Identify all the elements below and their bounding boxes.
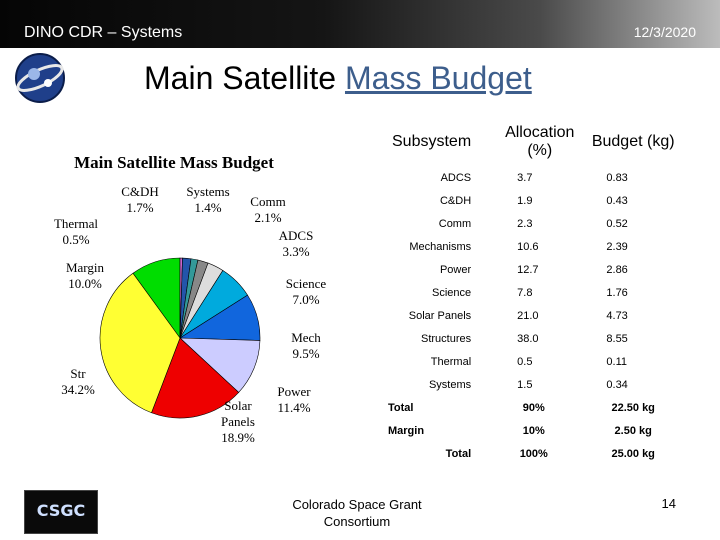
slice-label-mech-0: Mech: [291, 330, 321, 345]
pie-slice-str: [99, 272, 181, 414]
title-main: Main Satellite: [144, 60, 345, 96]
slice-label-solar-panels-2: 18.9%: [221, 430, 255, 445]
row-allocation: 7.8: [517, 286, 533, 299]
total-budget: 2.50 kg: [614, 424, 652, 437]
table-row: Systems 1.5 0.34: [374, 373, 684, 396]
total-allocation: 90%: [522, 401, 545, 414]
row-allocation: 2.3: [517, 217, 533, 230]
row-allocation: 38.0: [517, 332, 539, 345]
slice-label-systems-0: Systems: [186, 184, 229, 199]
table-row: Power 12.7 2.86: [374, 258, 684, 281]
csgc-logo-text: CSGC: [36, 501, 86, 520]
mass-budget-table: Subsystem Allocation (%) Budget (kg) ADC…: [374, 118, 684, 465]
row-allocation: 10.6: [517, 240, 539, 253]
slice-label-str-0: Str: [70, 366, 86, 381]
slice-label-margin-1: 10.0%: [68, 276, 102, 291]
table-header: Subsystem Allocation (%) Budget (kg): [374, 118, 684, 166]
total-label: Total: [445, 447, 472, 460]
row-budget: 0.11: [606, 355, 627, 368]
title-link[interactable]: Mass Budget: [344, 60, 532, 96]
table-row: Solar Panels 21.0 4.73: [374, 304, 684, 327]
total-budget: 25.00 kg: [611, 447, 655, 460]
row-subsystem: Power: [439, 263, 472, 276]
row-subsystem: Comm: [438, 217, 472, 230]
row-subsystem: Solar Panels: [408, 309, 472, 322]
total-label: Total: [388, 401, 414, 414]
footer-line1: Colorado Space Grant: [292, 497, 422, 512]
row-subsystem: ADCS: [440, 171, 472, 184]
total-row: Total 90% 22.50 kg: [374, 396, 684, 419]
slice-label-mech-1: 9.5%: [292, 346, 319, 361]
slice-label-power-1: 11.4%: [277, 400, 310, 415]
row-allocation: 1.9: [517, 194, 533, 207]
course-title: DINO CDR – Systems: [24, 24, 183, 41]
table-row: ADCS 3.7 0.83: [374, 166, 684, 189]
csgc-logo: CSGC: [24, 490, 98, 534]
row-budget: 1.76: [606, 286, 628, 299]
total-label: Margin: [388, 424, 425, 437]
slice-label-comm-0: Comm: [250, 194, 285, 209]
slice-label-science-0: Science: [286, 276, 327, 291]
footer-consortium: Colorado Space Grant Consortium: [270, 496, 444, 530]
slice-label-thermal-0: Thermal: [54, 216, 98, 231]
total-allocation: 100%: [519, 447, 548, 460]
table-row: Science 7.8 1.76: [374, 281, 684, 304]
row-budget: 2.39: [606, 240, 628, 253]
total-row: Total 100% 25.00 kg: [374, 442, 684, 465]
row-budget: 2.86: [606, 263, 628, 276]
total-allocation: 10%: [522, 424, 545, 437]
slice-label-solar-panels-0: Solar: [224, 398, 252, 413]
row-allocation: 1.5: [517, 378, 533, 391]
header-bar: DINO CDR – Systems 12/3/2020: [0, 0, 720, 48]
row-allocation: 21.0: [517, 309, 539, 322]
date: 12/3/2020: [633, 24, 696, 40]
row-subsystem: Structures: [421, 332, 472, 345]
row-allocation: 3.7: [517, 171, 533, 184]
slice-label-power-0: Power: [277, 384, 311, 399]
slice-label-thermal-1: 0.5%: [62, 232, 89, 247]
mission-logo-icon: [15, 53, 65, 103]
row-subsystem: C&DH: [439, 194, 472, 207]
header-budget: Budget (kg): [591, 133, 675, 150]
row-budget: 0.52: [606, 217, 628, 230]
pie-slice-solar-panels: [151, 337, 240, 419]
slice-label-science-1: 7.0%: [292, 292, 319, 307]
table-row: C&DH 1.9 0.43: [374, 189, 684, 212]
slice-label-solar-panels-1: Panels: [221, 414, 255, 429]
header-allocation: Allocation (%): [505, 124, 575, 159]
footer-line2: Consortium: [323, 514, 391, 529]
page-number: 14: [661, 496, 676, 511]
slice-label-comm-1: 2.1%: [254, 210, 281, 225]
row-subsystem: Systems: [428, 378, 472, 391]
row-budget: 0.83: [606, 171, 628, 184]
table-row: Mechanisms 10.6 2.39: [374, 235, 684, 258]
row-budget: 0.43: [606, 194, 628, 207]
header-subsystem: Subsystem: [392, 133, 472, 150]
slice-label-c-dh-1: 1.7%: [126, 200, 153, 215]
slice-label-adcs-0: ADCS: [279, 228, 314, 243]
row-subsystem: Mechanisms: [409, 240, 472, 253]
row-subsystem: Thermal: [430, 355, 472, 368]
total-row: Margin 10% 2.50 kg: [374, 419, 684, 442]
total-budget: 22.50 kg: [611, 401, 655, 414]
table-row: Comm 2.3 0.52: [374, 212, 684, 235]
table-row: Structures 38.0 8.55: [374, 327, 684, 350]
row-budget: 8.55: [606, 332, 628, 345]
slice-label-str-1: 34.2%: [61, 382, 95, 397]
slice-label-adcs-1: 3.3%: [282, 244, 309, 259]
slice-label-margin-0: Margin: [66, 260, 105, 275]
row-allocation: 0.5: [517, 355, 533, 368]
table-row: Thermal 0.5 0.11: [374, 350, 684, 373]
row-budget: 0.34: [606, 378, 628, 391]
row-allocation: 12.7: [517, 263, 539, 276]
slice-label-systems-1: 1.4%: [194, 200, 221, 215]
row-subsystem: Science: [432, 286, 472, 299]
chart-title: Main Satellite Mass Budget: [74, 153, 274, 172]
row-budget: 4.73: [606, 309, 628, 322]
page-title: Main Satellite Mass Budget: [144, 60, 532, 97]
slice-label-c-dh-0: C&DH: [121, 184, 159, 199]
